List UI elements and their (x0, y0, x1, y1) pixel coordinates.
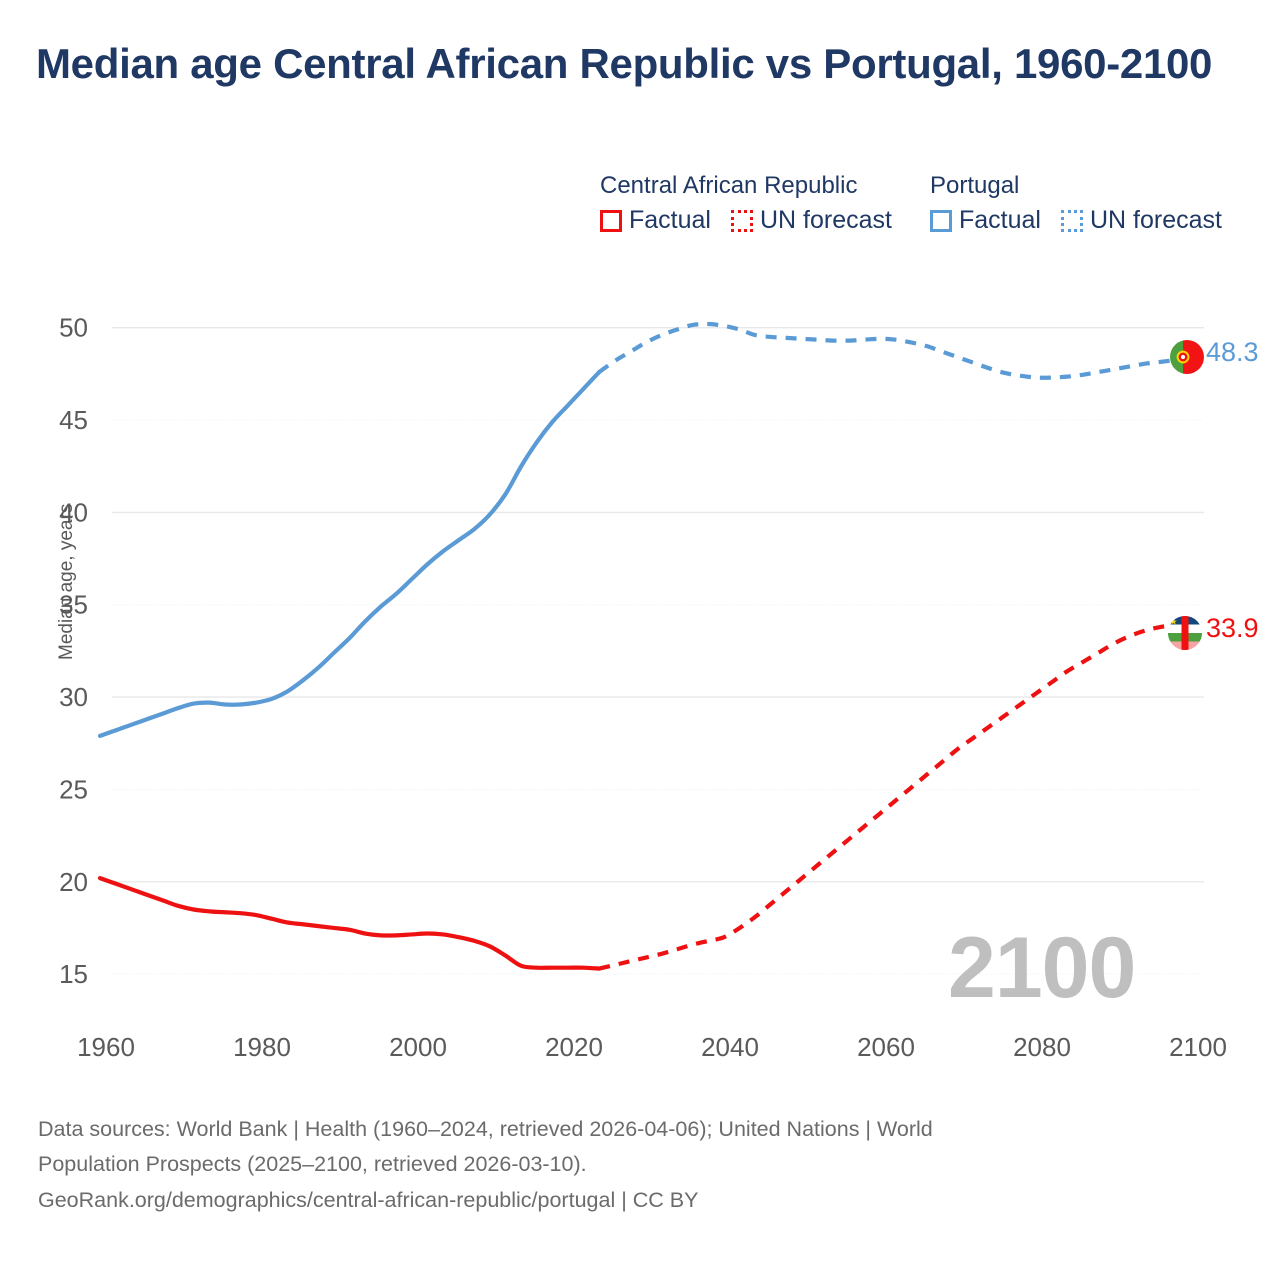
x-axis-tick-label: 1980 (233, 1032, 291, 1062)
chart-plot-area: 15 20 25 30 35 40 45 50 1960 1980 2000 2020 2040 2060… (56, 313, 1227, 1062)
x-axis-tick-label: 2080 (1013, 1032, 1071, 1062)
x-axis-tick-label: 1960 (77, 1032, 135, 1062)
central-african-republic-flag-icon (1168, 616, 1202, 650)
legend-item-car-factual[interactable]: Factual (600, 206, 711, 235)
x-axis-tick-label: 2000 (389, 1032, 447, 1062)
series-line-factual (97, 876, 602, 971)
series-line-factual (97, 369, 602, 738)
footer-line-2: Population Prospects (2025–2100, retriev… (38, 1152, 587, 1177)
legend-group-portugal: Portugal Factual UN forecast (930, 172, 1250, 235)
legend-item-car-forecast[interactable]: UN forecast (730, 206, 892, 235)
legend-swatch-dotted-icon (1060, 209, 1083, 232)
y-axis-tick-label: 15 (59, 959, 88, 989)
central-african-republic-end-value: 33.9 (1206, 613, 1259, 643)
y-axis-tick-label: 30 (59, 682, 88, 712)
y-axis-tick-label: 45 (59, 405, 88, 435)
x-axis-tick-label: 2100 (1169, 1032, 1227, 1062)
legend-item-portugal-factual[interactable]: Factual (930, 206, 1041, 235)
legend-swatch-dotted-icon (730, 209, 753, 232)
y-axis-tick-label: 35 (59, 590, 88, 620)
footer-line-1: Data sources: World Bank | Health (1960–… (38, 1117, 933, 1141)
legend-country-label: Central African Republic (600, 172, 858, 199)
series-line-forecast (597, 321, 1193, 380)
legend-swatch-solid-icon (600, 209, 622, 232)
x-axis-tick-label: 2040 (701, 1032, 759, 1062)
y-axis-title: Median age, years (56, 504, 77, 660)
y-axis-tick-label: 25 (59, 774, 88, 804)
legend-swatch-solid-icon (930, 209, 952, 232)
portugal-flag-icon (1170, 340, 1204, 374)
y-axis-tick-label: 50 (59, 313, 88, 343)
portugal-end-value: 48.3 (1206, 337, 1259, 367)
legend-group-central-african-republic: Central African Republic Factual UN fore… (600, 172, 930, 235)
page-title: Median age Central African Republic vs P… (36, 40, 1213, 87)
y-axis-tick-label: 40 (59, 497, 88, 527)
footer-line-3[interactable]: GeoRank.org/demographics/central-african… (38, 1187, 699, 1212)
x-axis-tick-label: 2020 (545, 1032, 603, 1062)
x-axis-tick-label: 2060 (857, 1032, 915, 1062)
series-line-forecast (598, 622, 1193, 971)
footer-sources: Data sources: World Bank | Health (1960–… (38, 1112, 1238, 1218)
y-axis-tick-label: 20 (59, 867, 88, 897)
year-watermark: 2100 (948, 920, 1136, 1016)
legend-item-label: Factual (959, 206, 1041, 234)
legend-item-label: Factual (629, 206, 711, 234)
legend-item-label: UN forecast (759, 206, 892, 234)
legend-country-label: Portugal (930, 172, 1020, 199)
legend-item-label: UN forecast (1089, 206, 1222, 234)
legend-item-portugal-forecast[interactable]: UN forecast (1060, 206, 1222, 235)
chart-legend: Central African Republic Factual UN fore… (600, 172, 1260, 235)
